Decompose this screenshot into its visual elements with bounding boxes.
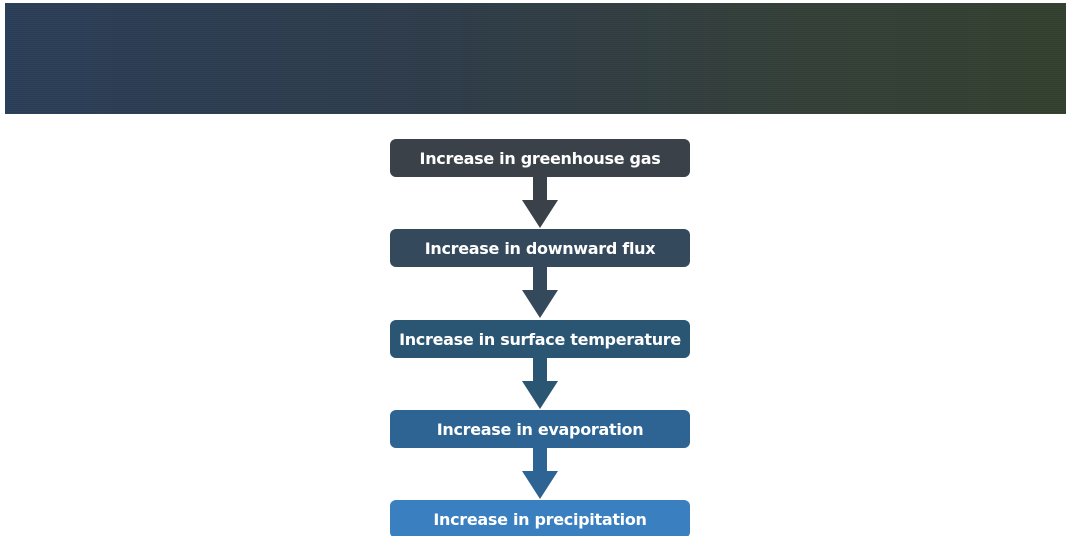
arrow-down-icon bbox=[522, 447, 558, 499]
step-evaporation: Increase in evaporation bbox=[390, 410, 690, 448]
step-downward-flux: Increase in downward flux bbox=[390, 229, 690, 267]
header-banner bbox=[5, 3, 1066, 114]
step-surface-temperature: Increase in surface temperature bbox=[390, 320, 690, 358]
arrow-down-icon bbox=[522, 266, 558, 318]
arrow-down-icon bbox=[522, 176, 558, 228]
step-precipitation: Increase in precipitation bbox=[390, 500, 690, 536]
arrow-down-icon bbox=[522, 357, 558, 409]
step-greenhouse-gas: Increase in greenhouse gas bbox=[390, 139, 690, 177]
